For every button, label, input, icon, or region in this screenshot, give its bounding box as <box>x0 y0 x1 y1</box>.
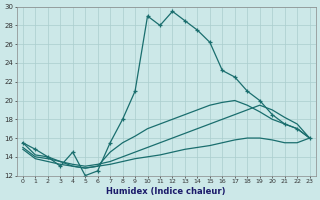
X-axis label: Humidex (Indice chaleur): Humidex (Indice chaleur) <box>107 187 226 196</box>
